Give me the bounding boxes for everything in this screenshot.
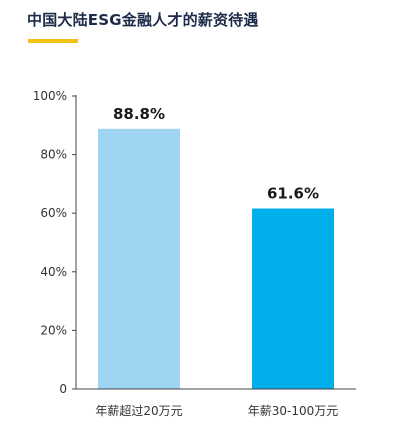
y-tick-label: 60% [40, 206, 67, 220]
bar-1 [98, 128, 180, 390]
y-tick-label: 80% [40, 148, 67, 162]
y-tick-label: 40% [40, 265, 67, 279]
y-tick-label: 100% [33, 89, 67, 103]
chart-title: 中国大陆ESG金融人才的薪资待遇 [27, 11, 259, 29]
category-label-2: 年薪30-100万元 [248, 404, 339, 418]
bars: 88.8% 61.6% [98, 105, 334, 390]
data-label-1: 88.8% [113, 105, 165, 123]
y-tick-label: 20% [40, 323, 67, 337]
bar-2 [252, 208, 334, 389]
y-axis: 0 20% 40% 60% 80% 100% [33, 89, 77, 396]
y-tick-label: 0 [59, 382, 67, 396]
category-label-1: 年薪超过20万元 [95, 403, 182, 418]
data-label-2: 61.6% [267, 185, 319, 203]
x-axis: 年薪超过20万元 年薪30-100万元 [76, 388, 356, 418]
title-accent-underline [28, 39, 78, 43]
